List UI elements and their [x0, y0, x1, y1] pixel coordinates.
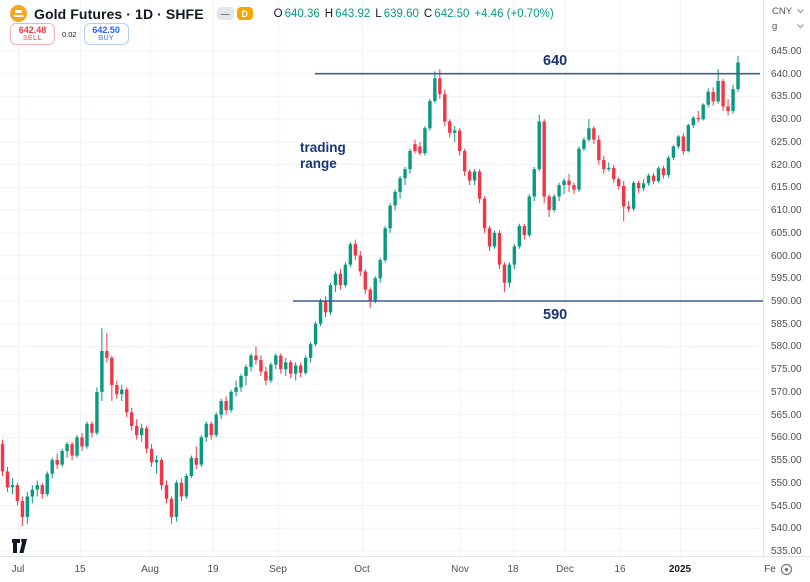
unit-toggle[interactable]: g [772, 21, 804, 32]
close-value: 642.50 [434, 7, 470, 20]
candlestick-plot [0, 0, 763, 556]
trading-range-note: trading range [300, 140, 346, 171]
buy-price: 642.50 [92, 24, 120, 35]
support-line-label: 590 [543, 307, 568, 323]
low-value: 639.60 [383, 7, 419, 20]
time-axis[interactable]: Jul 15 Aug 19 Sep Oct Nov 18 Dec 16 2025 Fe [0, 556, 810, 582]
high-value: 643.92 [335, 7, 371, 20]
open-value: 640.36 [284, 7, 320, 20]
price-tick-label: 545.00 [771, 500, 802, 512]
price-tick-label: 625.00 [771, 136, 802, 148]
spread-value: 0.02 [62, 29, 77, 39]
price-tick-label: 575.00 [771, 364, 802, 376]
tradingview-logo-icon[interactable] [11, 538, 35, 554]
chart-header: Gold Futures · 1D · SHFE — D O 640.36 H 64… [10, 5, 554, 22]
price-tick-label: 640.00 [771, 68, 802, 80]
price-tick-label: 635.00 [771, 91, 802, 103]
price-tick-label: 540.00 [771, 523, 802, 535]
low-label: L [375, 7, 382, 20]
price-tick-label: 630.00 [771, 114, 802, 126]
time-tick-label: 2025 [668, 564, 692, 575]
sell-price: 642.48 [18, 24, 47, 35]
price-tick-label: 550.00 [771, 477, 802, 489]
time-tick-label: Dec [556, 564, 574, 575]
time-tick-label: 18 [507, 564, 519, 575]
resistance-line-label: 640 [543, 52, 568, 69]
buy-label: BUY [98, 35, 114, 43]
price-axis[interactable]: 645.00 640.00 635.00 630.00 625.00 620.00 615.… [763, 0, 810, 557]
sell-label: SELL [22, 35, 43, 43]
time-tick-label: 19 [207, 564, 219, 575]
price-tick-label: 590.00 [771, 296, 802, 307]
chevron-down-icon [797, 24, 804, 29]
time-tick-label: Oct [354, 564, 370, 575]
time-tick-label: Jul [11, 564, 25, 575]
time-tick-label: 16 [614, 564, 626, 575]
open-label: O [273, 7, 283, 20]
currency-label: CNY [772, 6, 793, 17]
close-label: C [423, 7, 433, 20]
ohlc-readout: O 640.36 H 643.92 L 639.60 C 642.50 +4.46 (+… [274, 8, 554, 20]
scale-unit-controls: CNY g [772, 6, 804, 32]
chart-style-interval-chips: — D [216, 7, 253, 20]
price-tick-label: 615.00 [771, 182, 802, 194]
trade-panel: 642.48 SELL 0.02 642.50 BUY [10, 23, 129, 45]
price-tick-label: 560.00 [771, 432, 802, 444]
symbol-title[interactable]: Gold Futures · 1D · SHFE [34, 5, 204, 22]
gear-icon[interactable] [780, 563, 793, 576]
change-value: +4.46 (+0.70%) [474, 7, 554, 20]
price-tick-label: 570.00 [771, 386, 802, 398]
price-tick-label: 600.00 [771, 250, 802, 262]
time-tick-label: Nov [451, 564, 469, 575]
price-tick-label: 610.00 [771, 205, 802, 217]
unit-label: g [772, 21, 778, 32]
price-tick-label: 605.00 [771, 227, 802, 239]
price-tick-label: 555.00 [771, 455, 802, 467]
chart-canvas[interactable]: 640 590 trading range [0, 0, 763, 556]
chart-type-icon[interactable]: — [216, 7, 234, 20]
sell-button[interactable]: 642.48 SELL [10, 23, 55, 45]
price-tick-label: 535.00 [771, 546, 802, 557]
price-tick-label: 580.00 [771, 341, 802, 353]
symbol-icon [10, 5, 27, 22]
time-tick-label: Fe [764, 564, 776, 575]
price-tick-label: 585.00 [771, 318, 802, 330]
buy-button[interactable]: 642.50 BUY [83, 23, 129, 45]
high-label: H [324, 7, 334, 20]
time-tick-label: 15 [74, 564, 86, 575]
interval-badge[interactable]: D [236, 7, 253, 20]
price-tick-label: 565.00 [771, 409, 802, 421]
price-tick-label: 595.00 [771, 273, 802, 285]
time-tick-label: Sep [269, 564, 287, 575]
currency-toggle[interactable]: CNY [772, 6, 804, 17]
time-tick-label: Aug [141, 564, 159, 575]
price-tick-label: 620.00 [771, 159, 802, 171]
price-tick-label: 645.00 [771, 46, 802, 57]
chevron-down-icon [797, 9, 804, 14]
